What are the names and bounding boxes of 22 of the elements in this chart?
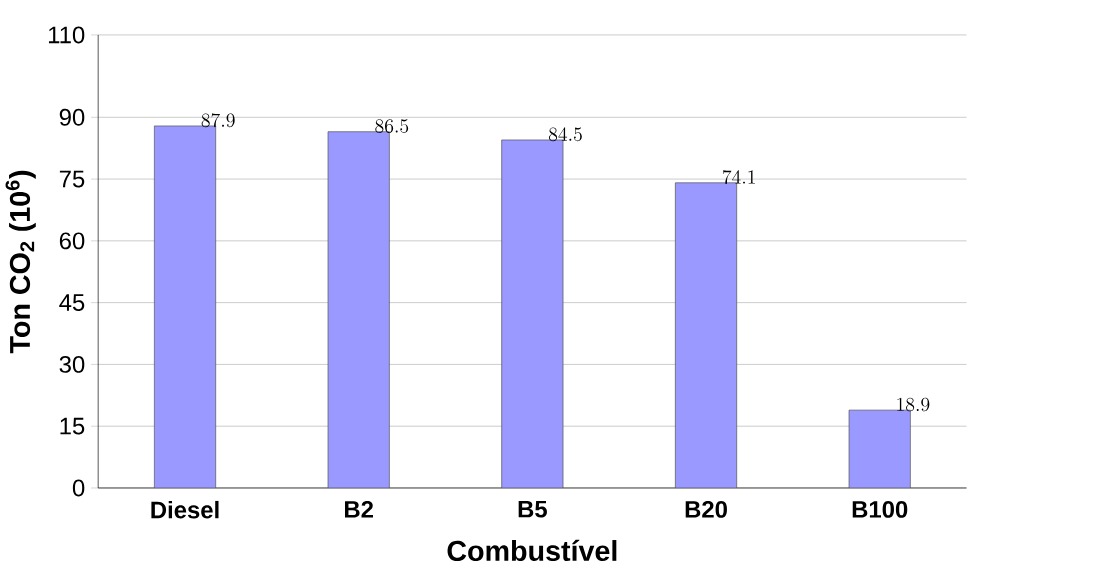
y-tick-label: 110 (48, 26, 85, 44)
y-tick-label: 0 (72, 479, 85, 497)
y-axis-title: Ton CO$_{2}$ (10$^{6}$) (5, 170, 36, 354)
x-tick-label: B100 (852, 500, 908, 518)
x-tick-label: B5 (518, 500, 547, 518)
bar (327, 131, 390, 488)
x-tick-label: B2 (345, 500, 373, 518)
data-label: 18.9 (897, 397, 930, 412)
data-label: 84.5 (548, 127, 582, 142)
y-tick-label: 90 (59, 108, 85, 126)
data-label: 87.9 (201, 113, 235, 128)
data-label: 74. 1 (722, 169, 755, 184)
x-axis-title: Combustível (447, 539, 617, 561)
y-tick-label: 75 (59, 170, 85, 188)
data-label: 86.5 (375, 119, 409, 133)
bar (675, 182, 738, 488)
x-tick-label: Diesel (151, 500, 219, 519)
y-tick-label: 30 (59, 355, 85, 373)
y-tick-label: 60 (59, 232, 85, 250)
x-tick-label: B20 (685, 500, 727, 518)
y-tick-label: 45 (59, 294, 85, 311)
y-tick-label: 15 (60, 417, 85, 435)
